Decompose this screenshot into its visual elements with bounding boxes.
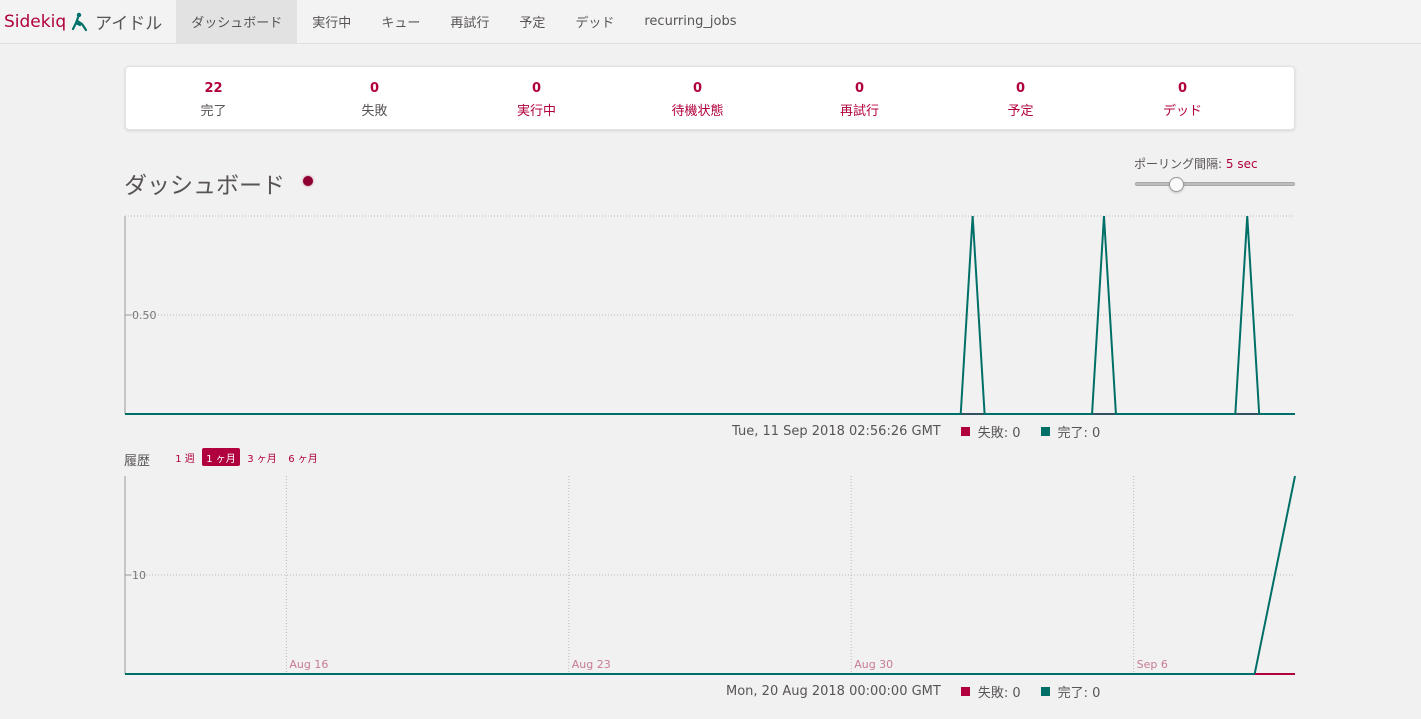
processed-swatch (1040, 427, 1050, 436)
x-tick-label: Aug 30 (854, 658, 893, 671)
stat-count: 0 (531, 81, 542, 96)
tab-recurring-jobs[interactable]: recurring_jobs (644, 14, 737, 29)
y-tick-label: 10 (132, 569, 146, 582)
realtime-failed-value: 失敗: 0 (977, 426, 1021, 441)
tab-queues[interactable]: キュー (381, 16, 421, 31)
stat-count: 22 (204, 81, 223, 96)
brand[interactable]: Sidekiq アイドル (0, 0, 176, 43)
stat-label: 予定 (1007, 104, 1034, 119)
tab-busy[interactable]: 実行中 (312, 16, 352, 31)
x-tick-label: Sep 6 (1137, 658, 1168, 671)
stat-label: 待機状態 (671, 104, 724, 119)
y-tick-label: 0.50 (132, 309, 157, 322)
history-timestamp: Mon, 20 Aug 2018 00:00:00 GMT (726, 684, 941, 699)
history-processed-value: 完了: 0 (1057, 686, 1101, 701)
tab-scheduled[interactable]: 予定 (519, 16, 546, 31)
range-1-week[interactable]: 1 週 (175, 453, 195, 465)
stat-count: 0 (369, 81, 380, 96)
history-legend: Mon, 20 Aug 2018 00:00:00 GMT 失敗: 0 完了: … (726, 682, 1100, 701)
polling-value: 5 sec (1225, 157, 1258, 171)
summary-bar: 22 完了 0 失敗 0 実行中 0 待機状態 0 再試行 0 予定 0 デッド (125, 66, 1295, 130)
page-title: ダッシュボード (124, 173, 285, 199)
failed-swatch (960, 687, 970, 696)
stat-scheduled[interactable]: 0 予定 (940, 67, 1101, 131)
stat-count: 0 (854, 81, 865, 96)
stat-label: 実行中 (516, 104, 556, 119)
x-tick-label: Aug 16 (289, 658, 328, 671)
realtime-chart: 0.50 (124, 215, 1295, 415)
processed-swatch (1040, 687, 1050, 696)
realtime-legend: Tue, 11 Sep 2018 02:56:26 GMT 失敗: 0 完了: … (732, 422, 1100, 441)
stat-processed: 22 完了 (133, 67, 294, 131)
sidekiq-logo-icon (72, 12, 88, 31)
stat-count: 0 (1177, 81, 1188, 96)
stat-enqueued[interactable]: 0 待機状態 (617, 67, 778, 131)
history-label: 履歴 (124, 454, 151, 469)
range-1-month[interactable]: 1 ヶ月 (202, 448, 240, 466)
stat-failed: 0 失敗 (294, 67, 455, 131)
tab-retries[interactable]: 再試行 (450, 16, 490, 31)
failed-swatch (960, 427, 970, 436)
tab-dead[interactable]: デッド (575, 16, 615, 31)
beacon-indicator (303, 176, 313, 186)
stat-retries[interactable]: 0 再試行 (779, 67, 940, 131)
slider-track[interactable] (1135, 182, 1295, 186)
range-3-months[interactable]: 3 ヶ月 (247, 453, 277, 465)
x-tick-label: Aug 23 (572, 658, 611, 671)
range-6-months[interactable]: 6 ヶ月 (288, 453, 318, 465)
brand-name: Sidekiq (4, 11, 67, 32)
polling-interval: ポーリング間隔: 5 sec (1134, 155, 1258, 172)
navbar: Sidekiq アイドル ダッシュボード 実行中 キュー 再試行 予定 デッド … (0, 0, 1421, 44)
realtime-processed-value: 完了: 0 (1057, 426, 1101, 441)
stat-dead[interactable]: 0 デッド (1102, 67, 1263, 131)
slider-thumb[interactable] (1169, 177, 1184, 192)
stat-label: 失敗 (361, 104, 388, 119)
stat-label: デッド (1162, 104, 1202, 119)
realtime-timestamp: Tue, 11 Sep 2018 02:56:26 GMT (732, 424, 941, 439)
history-failed-value: 失敗: 0 (977, 686, 1021, 701)
tab-dashboard[interactable]: ダッシュボード (176, 0, 298, 43)
polling-label: ポーリング間隔: (1134, 157, 1223, 171)
stat-label: 完了 (200, 104, 227, 119)
stat-busy[interactable]: 0 実行中 (456, 67, 617, 131)
stat-count: 0 (692, 81, 703, 96)
polling-slider[interactable] (1135, 177, 1295, 193)
stat-label: 再試行 (839, 104, 879, 119)
stat-count: 0 (1015, 81, 1026, 96)
process-status: アイドル (95, 14, 163, 34)
